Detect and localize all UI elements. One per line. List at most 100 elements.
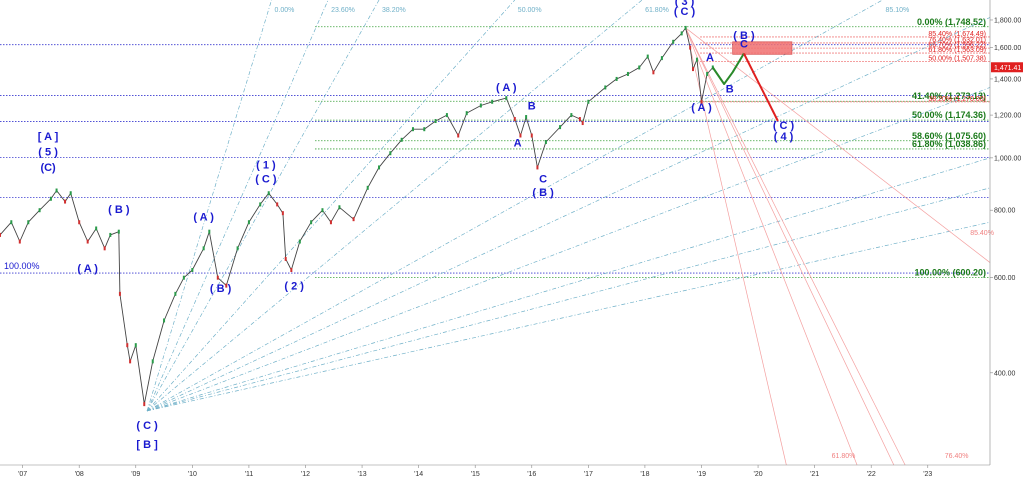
- x-tick-label-13: '20: [753, 471, 762, 478]
- wave-label-23: C: [740, 39, 748, 51]
- x-tick-label-8: '15: [471, 471, 480, 478]
- price-bar-26: [208, 229, 211, 234]
- wave-label-20: B: [726, 84, 734, 96]
- wave-label-13: B: [528, 100, 536, 112]
- wave-label-8: ( B ): [210, 283, 232, 295]
- x-tick-label-15: '22: [867, 471, 876, 478]
- price-bar-6: [55, 188, 58, 193]
- wave-label-9: ( 1 ): [256, 160, 276, 172]
- y-tick-label-7: 1,800.00: [994, 17, 1021, 24]
- price-bar-72: [652, 70, 655, 75]
- wave-label-10: ( C ): [255, 174, 277, 186]
- x-tick-label-10: '17: [584, 471, 593, 478]
- fan-line-8: [146, 157, 991, 412]
- price-bar-82: [711, 65, 714, 70]
- price-bar-23: [182, 275, 185, 280]
- fan-label-2: 38.20%: [382, 7, 406, 14]
- wave-label-7: ( A ): [193, 212, 214, 224]
- price-bar-70: [638, 65, 641, 70]
- y-tick-label-2: 800.00: [994, 208, 1016, 215]
- projection-lines: [711, 52, 779, 122]
- price-bar-40: [329, 220, 332, 225]
- price-bar-7: [64, 199, 67, 204]
- price-bar-9: [78, 220, 81, 225]
- price-bar-37: [298, 239, 301, 244]
- fan-line-5: [146, 0, 883, 412]
- fib-level-label-3: 66.70% (1,596.22): [928, 42, 986, 49]
- x-tick-label-11: '18: [640, 471, 649, 478]
- price-bar-48: [423, 127, 426, 132]
- price-bar-30: [247, 220, 250, 225]
- price-bar-33: [276, 202, 279, 207]
- y-tick-label-6: 1,600.00: [994, 45, 1021, 52]
- price-bar-19: [143, 402, 146, 407]
- price-bar-51: [457, 133, 460, 138]
- wave-label-2: (C): [40, 162, 56, 174]
- wave-label-25: ( 4 ): [774, 131, 794, 143]
- x-tick-label-4: '11: [245, 471, 254, 478]
- fib-level-label-8: 50.00% (1,174.36): [912, 110, 986, 120]
- red-fan-line-2: [685, 27, 858, 466]
- wave-label-5: ( C ): [136, 420, 158, 432]
- fib-level-label-1: 85.40% (1,674.49): [928, 31, 986, 38]
- fan-line-3: [146, 0, 516, 412]
- fibonacci-fan-lines: 0.00% 23.60% 38.20% 50.00% 61.80% 85.10%: [146, 0, 991, 412]
- price-bar-34: [281, 211, 284, 216]
- price-bar-25: [202, 246, 205, 251]
- fib-level-label-4: 61.80% (1,563.09): [928, 47, 986, 54]
- x-tick-label-6: '13: [357, 471, 366, 478]
- price-bar-1: [10, 220, 13, 225]
- price-bar-52: [465, 111, 468, 116]
- fan-label-5: 85.10%: [886, 7, 910, 14]
- projection-line-1: [711, 52, 745, 85]
- wave-label-4: ( A ): [77, 263, 98, 275]
- price-bar-56: [513, 117, 516, 122]
- price-bar-14: [117, 229, 120, 234]
- price-bar-62: [559, 125, 562, 130]
- price-bar-22: [174, 291, 177, 296]
- price-bar-2: [18, 239, 21, 244]
- fib-level-label-10: 61.80% (1,038.86): [912, 139, 986, 149]
- price-bar-13: [109, 232, 112, 237]
- price-bar-49: [434, 119, 437, 124]
- price-bar-29: [236, 246, 239, 251]
- price-bar-43: [366, 185, 369, 190]
- price-bar-42: [352, 217, 355, 222]
- wave-label-16: ( B ): [532, 187, 554, 199]
- wave-label-24: ( C ): [773, 120, 795, 132]
- price-bar-10: [86, 239, 89, 244]
- price-bar-75: [680, 31, 683, 36]
- projection-line-2: [743, 53, 779, 122]
- fan-label-1: 23.60%: [331, 7, 355, 14]
- fan-line-9: [146, 187, 991, 412]
- price-bar-81: [706, 71, 709, 76]
- fan-label-0: 0.00%: [275, 7, 295, 14]
- x-tick-label-14: '21: [810, 471, 819, 478]
- price-bar-28: [225, 283, 228, 288]
- price-bar-16: [126, 343, 129, 348]
- price-bar-36: [290, 267, 293, 272]
- wave-label-15: C: [539, 174, 547, 186]
- fan-line-7: [146, 87, 991, 412]
- target-zone: [732, 41, 793, 55]
- price-bar-80: [700, 99, 703, 104]
- x-tick-label-5: '12: [301, 471, 310, 478]
- fan-line-4: [146, 0, 643, 412]
- blue-horizontal-levels: 100.00%: [0, 44, 990, 274]
- plot-background: [0, 0, 990, 465]
- x-tick-label-16: '23: [923, 471, 932, 478]
- wave-label-21: ( A ): [691, 102, 712, 114]
- price-bar-32: [267, 191, 270, 196]
- current-price-label: 1,471.41: [994, 65, 1021, 72]
- price-bar-74: [672, 39, 675, 44]
- price-series: [0, 25, 714, 407]
- price-bar-68: [615, 76, 618, 81]
- price-bar-57: [519, 133, 522, 138]
- y-tick-label-1: 600.00: [994, 275, 1016, 282]
- price-bar-78: [692, 67, 694, 72]
- y-tick-label-5: 1,400.00: [994, 76, 1021, 83]
- price-bar-53: [479, 103, 482, 108]
- price-bar-66: [587, 99, 590, 104]
- wave-label-14: A: [514, 137, 522, 149]
- price-bar-17: [129, 359, 132, 364]
